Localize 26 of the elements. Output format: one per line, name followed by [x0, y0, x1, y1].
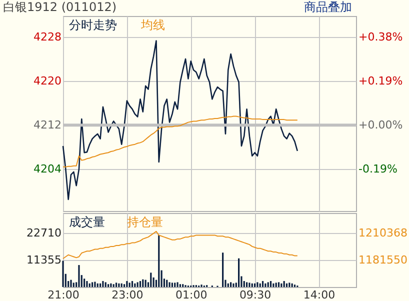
line-series: [62, 116, 298, 168]
y2-tick-label: 1181550: [358, 253, 408, 266]
line-series: [62, 40, 298, 200]
y-tick-label: 4212: [34, 118, 62, 132]
y2-tick-label: -0.19%: [358, 162, 398, 176]
text: 商品叠加: [304, 0, 352, 14]
text: 分时走势: [69, 18, 117, 32]
text: 均线: [140, 18, 165, 32]
x-tick-label: 09:30: [239, 288, 272, 302]
y-tick-label: 4220: [34, 74, 62, 88]
y-tick-label: 4228: [34, 30, 62, 44]
y-tick-label: 11355: [26, 253, 62, 266]
x-tick-label: 14:00: [303, 288, 336, 302]
y2-tick-label: +0.19%: [358, 74, 403, 88]
series-label: 持仓量: [127, 215, 163, 229]
line-series: [62, 230, 298, 260]
text: 成交量: [69, 215, 105, 229]
chart-title: 白银1912 (011012): [3, 0, 117, 14]
x-tick-label: 01:00: [176, 288, 208, 302]
y2-tick-label: +0.38%: [358, 30, 403, 44]
y-tick-label: 4204: [34, 162, 62, 176]
y2-tick-label: +0.00%: [358, 118, 403, 132]
x-tick-label: 21:00: [48, 288, 80, 302]
y2-tick-label: 1210368: [358, 226, 408, 240]
x-tick-label: 23:00: [112, 288, 144, 302]
y-tick-label: 22710: [26, 226, 62, 240]
